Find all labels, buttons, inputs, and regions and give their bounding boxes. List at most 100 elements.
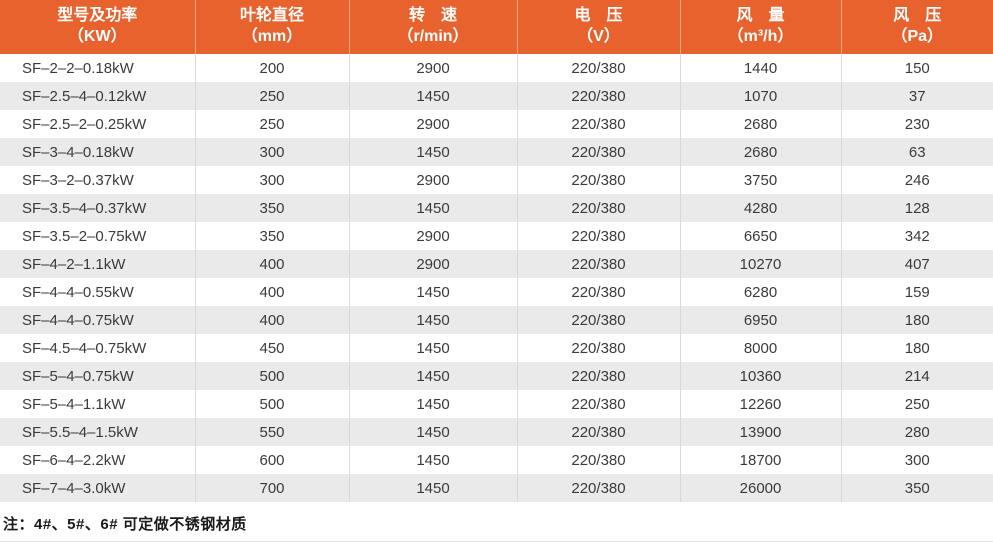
column-header-air-volume: 风 量 （m³/h）: [679, 0, 841, 54]
cell-pressure: 37: [840, 82, 993, 110]
cell-air_volume: 3750: [679, 166, 841, 194]
cell-diameter: 600: [194, 446, 349, 474]
cell-air_volume: 6280: [679, 278, 841, 306]
table-row: SF–2.5–2–0.25kW 250 2900 220/380 2680 230: [0, 110, 993, 138]
cell-air_volume: 1070: [679, 82, 841, 110]
cell-model: SF–2–2–0.18kW: [22, 59, 134, 77]
table-row: SF–3.5–2–0.75kW 350 2900 220/380 6650 342: [0, 222, 993, 250]
cell-model: SF–6–4–2.2kW: [22, 451, 126, 469]
cell-pressure: 342: [840, 222, 993, 250]
column-unit: （mm）: [241, 28, 303, 45]
cell-pressure: 128: [840, 194, 993, 222]
column-header-diameter: 叶轮直径 （mm）: [194, 0, 349, 54]
column-unit: （V）: [577, 28, 620, 45]
table-row: SF–5.5–4–1.5kW 550 1450 220/380 13900 280: [0, 418, 993, 446]
table-row: SF–4–2–1.1kW 400 2900 220/380 10270 407: [0, 250, 993, 278]
cell-pressure: 180: [840, 334, 993, 362]
cell-air_volume: 8000: [679, 334, 841, 362]
cell-diameter: 400: [194, 306, 349, 334]
table-row: SF–3.5–4–0.37kW 350 1450 220/380 4280 128: [0, 194, 993, 222]
column-unit: （m³/h）: [727, 28, 794, 45]
cell-speed: 1450: [348, 278, 517, 306]
cell-speed: 1450: [348, 194, 517, 222]
table-row: SF–3–2–0.37kW 300 2900 220/380 3750 246: [0, 166, 993, 194]
cell-voltage: 220/380: [516, 194, 680, 222]
cell-model: SF–2.5–4–0.12kW: [0, 82, 195, 110]
table-row: SF–6–4–2.2kW 600 1450 220/380 18700 300: [0, 446, 993, 474]
column-header-speed: 转 速 （r/min）: [348, 0, 517, 54]
cell-speed: 2900: [348, 250, 517, 278]
table-row: SF–5–4–1.1kW 500 1450 220/380 12260 250: [0, 390, 993, 418]
cell-speed: 1450: [348, 446, 517, 474]
cell-air_volume: 4280: [679, 194, 841, 222]
cell-speed: 1450: [348, 474, 517, 502]
fan-spec-table: 型号及功率 （KW） 叶轮直径 （mm） 转 速 （r/min） 电 压 （V）…: [0, 0, 993, 502]
table-body: SF–2–2–0.18kW 200 2900 220/380 1440 150 SF–2.5…: [0, 54, 993, 502]
table-row: SF–2.5–4–0.12kW 250 1450 220/380 1070 37: [0, 82, 993, 110]
cell-air_volume: 26000: [679, 474, 841, 502]
cell-pressure: 150: [840, 54, 993, 82]
cell-speed: 2900: [348, 54, 517, 82]
cell-pressure: 300: [840, 446, 993, 474]
footnote: 注：4#、5#、6# 可定做不锈钢材质: [3, 516, 247, 533]
cell-model: SF–4–4–0.75kW: [0, 306, 195, 334]
cell-voltage: 220/380: [516, 250, 680, 278]
cell-diameter: 550: [194, 418, 349, 446]
cell-pressure: 280: [840, 418, 993, 446]
column-title: 风 压: [893, 7, 942, 25]
cell-speed: 1450: [348, 334, 517, 362]
cell-pressure: 63: [840, 138, 993, 166]
table-row: SF–4–4–0.75kW 400 1450 220/380 6950 180: [0, 306, 993, 334]
cell-model: SF–5–4–0.75kW: [0, 362, 195, 390]
cell-air_volume: 13900: [679, 418, 841, 446]
cell-speed: 1450: [348, 138, 517, 166]
cell-voltage: 220/380: [516, 418, 680, 446]
cell-speed: 1450: [348, 362, 517, 390]
column-title: 叶轮直径: [239, 7, 304, 25]
column-title: 电 压: [574, 7, 623, 25]
column-header-pressure: 风 压 （Pa）: [840, 0, 993, 54]
cell-speed: 2900: [348, 222, 517, 250]
cell-diameter: 400: [194, 278, 349, 306]
cell-voltage: 220/380: [516, 390, 680, 418]
cell-air_volume: 6950: [679, 306, 841, 334]
cell-pressure: 350: [840, 474, 993, 502]
cell-pressure: 407: [840, 250, 993, 278]
cell-voltage: 220/380: [516, 474, 680, 502]
cell-diameter: 500: [194, 390, 349, 418]
cell-model: SF–4–2–1.1kW: [0, 250, 195, 278]
column-title: 风 量: [736, 7, 785, 25]
cell-speed: 1450: [348, 82, 517, 110]
column-title: 型号及功率: [57, 7, 138, 25]
cell-voltage: 220/380: [516, 82, 680, 110]
cell-model: SF–3.5–2–0.75kW: [22, 227, 147, 245]
cell-air_volume: 2680: [679, 110, 841, 138]
table-row: SF–3–4–0.18kW 300 1450 220/380 2680 63: [0, 138, 993, 166]
cell-pressure: 180: [840, 306, 993, 334]
cell-model: SF–2.5–2–0.25kW: [22, 115, 147, 133]
cell-air_volume: 10360: [679, 362, 841, 390]
cell-voltage: 220/380: [516, 110, 680, 138]
cell-voltage: 220/380: [516, 54, 680, 82]
table-row: SF–4.5–4–0.75kW 450 1450 220/380 8000 180: [0, 334, 993, 362]
cell-diameter: 200: [194, 54, 349, 82]
table-row: SF–5–4–0.75kW 500 1450 220/380 10360 214: [0, 362, 993, 390]
cell-pressure: 214: [840, 362, 993, 390]
column-unit: （Pa）: [891, 28, 944, 45]
cell-diameter: 250: [194, 110, 349, 138]
cell-voltage: 220/380: [516, 362, 680, 390]
cell-air_volume: 1440: [679, 54, 841, 82]
cell-diameter: 300: [194, 138, 349, 166]
cell-voltage: 220/380: [516, 334, 680, 362]
cell-diameter: 450: [194, 334, 349, 362]
column-title: 转 速: [408, 7, 457, 25]
cell-air_volume: 18700: [679, 446, 841, 474]
column-header-model: 型号及功率 （KW）: [0, 0, 195, 54]
cell-diameter: 400: [194, 250, 349, 278]
cell-diameter: 250: [194, 82, 349, 110]
cell-pressure: 246: [840, 166, 993, 194]
cell-pressure: 250: [840, 390, 993, 418]
cell-pressure: 230: [840, 110, 993, 138]
cell-diameter: 300: [194, 166, 349, 194]
